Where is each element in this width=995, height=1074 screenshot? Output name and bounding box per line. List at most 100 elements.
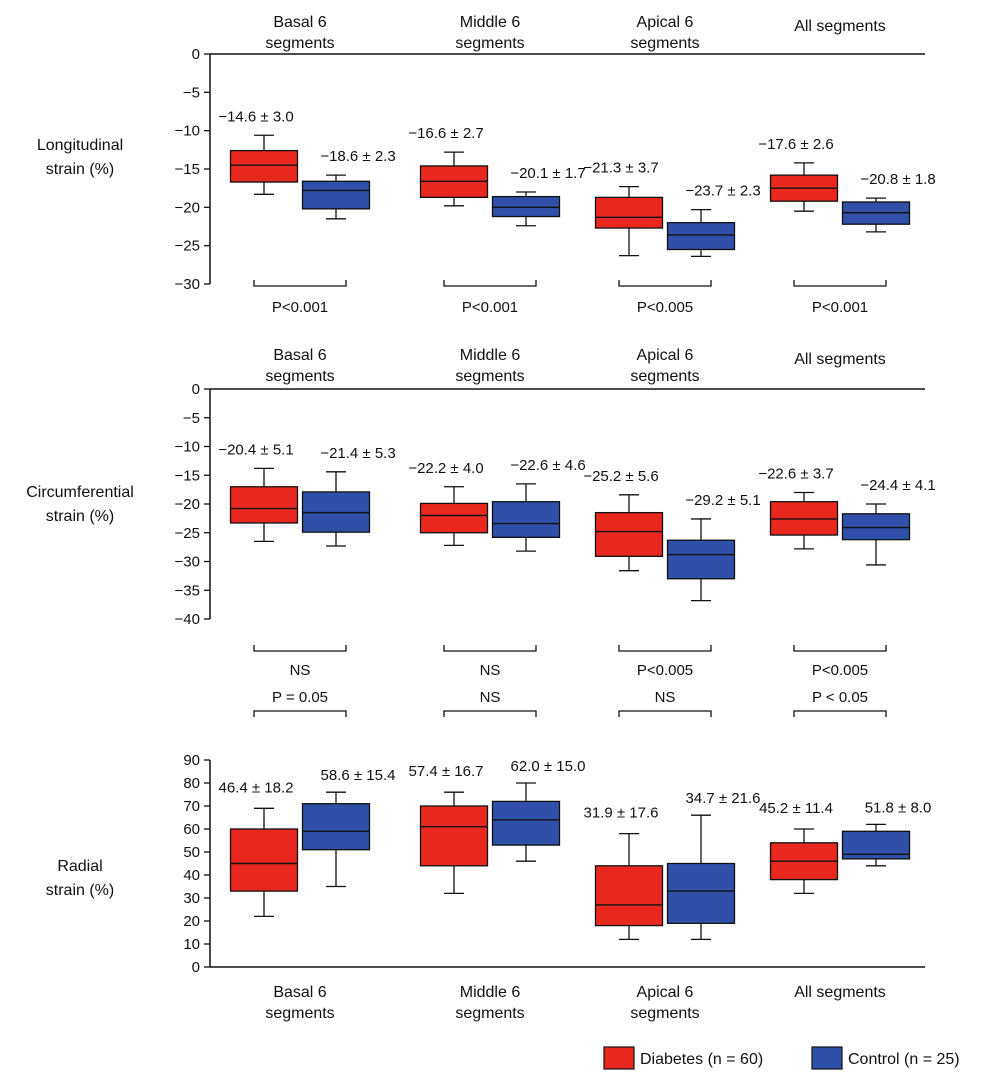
category-label: All segments [794, 18, 886, 35]
box-iqr [841, 513, 911, 541]
mean-sd-label: −20.1 ± 1.7 [510, 165, 585, 182]
mean-sd-label: −22.6 ± 3.7 [758, 466, 833, 483]
y-tick-label: −30 [175, 276, 200, 293]
control-box: −21.4 ± 5.3 [301, 445, 396, 547]
p-value-label: P<0.005 [637, 662, 693, 679]
p-value-bracket [443, 710, 537, 717]
category-label: segments [630, 368, 699, 385]
box-iqr [229, 149, 299, 183]
panel-3: 90 80 70 60 50 40 30 20 10 0 Radial strain (%) Basal… [46, 689, 932, 1022]
p-value-label: NS [480, 662, 501, 679]
control-box: −18.6 ± 2.3 [301, 148, 396, 220]
p-value-group: P<0.005 [618, 645, 712, 679]
diabetes-box: 45.2 ± 11.4 [759, 800, 839, 895]
mean-sd-label: 34.7 ± 21.6 [686, 790, 761, 807]
category-label: segments [455, 35, 524, 52]
p-value-group: P<0.005 [793, 645, 887, 679]
diabetes-box: −16.6 ± 2.7 [408, 125, 489, 207]
y-tick-label: −15 [175, 161, 200, 178]
y-tick-label: −5 [183, 84, 200, 101]
p-value-group: P<0.005 [618, 280, 712, 316]
control-box: −29.2 ± 5.1 [666, 492, 761, 602]
y-tick-label: 90 [183, 752, 200, 769]
mean-sd-label: −18.6 ± 2.3 [320, 148, 395, 165]
mean-sd-label: −17.6 ± 2.6 [758, 136, 833, 153]
p-value-label: P<0.001 [272, 299, 328, 316]
legend-label: Control (n = 25) [848, 1051, 960, 1068]
box-iqr [419, 805, 489, 867]
box-iqr [594, 865, 664, 927]
category-label: Apical 6 [637, 347, 694, 364]
mean-sd-label: −22.2 ± 4.0 [408, 460, 483, 477]
p-value-bracket [253, 710, 347, 717]
p-value-label: P<0.001 [812, 299, 868, 316]
box-iqr [491, 195, 561, 218]
category-label: segments [455, 368, 524, 385]
p-value-group: P = 0.05 [253, 689, 347, 717]
category-label: Basal 6 [273, 984, 326, 1001]
legend-swatch [603, 1046, 635, 1070]
p-value-group: P < 0.05 [793, 689, 887, 717]
y-tick-label: 0 [192, 46, 200, 63]
box-iqr [229, 486, 299, 524]
box-iqr [666, 222, 736, 251]
mean-sd-label: −23.7 ± 2.3 [685, 183, 760, 200]
diabetes-box: −22.2 ± 4.0 [408, 460, 489, 547]
category-label: segments [265, 1005, 334, 1022]
mean-sd-label: −20.4 ± 5.1 [218, 441, 293, 458]
y-tick-label: 0 [192, 959, 200, 976]
mean-sd-label: −20.8 ± 1.8 [860, 171, 935, 188]
y-tick-label: −5 [183, 410, 200, 427]
p-value-label: NS [655, 689, 676, 706]
mean-sd-label: −25.2 ± 5.6 [583, 468, 658, 485]
control-box: 34.7 ± 21.6 [666, 790, 761, 941]
category-label: Basal 6 [273, 14, 326, 31]
control-box: −24.4 ± 4.1 [841, 477, 936, 566]
control-box: −20.1 ± 1.7 [491, 165, 586, 227]
y-tick-label: 70 [183, 798, 200, 815]
panel-2: 0 −5 −10 −15 −20 −25 −30 −35 −40 Circumferential s… [26, 347, 935, 679]
y-tick-label: 60 [183, 821, 200, 838]
y-tick-label: 10 [183, 936, 200, 953]
mean-sd-label: −24.4 ± 4.1 [860, 477, 935, 494]
diabetes-box: 57.4 ± 16.7 [409, 763, 489, 895]
y-tick-label: −20 [175, 496, 200, 513]
legend-label: Diabetes (n = 60) [640, 1051, 763, 1068]
y-tick-label: 20 [183, 913, 200, 930]
category-label: All segments [794, 351, 886, 368]
mean-sd-label: 46.4 ± 18.2 [219, 779, 294, 796]
mean-sd-label: 31.9 ± 17.6 [584, 805, 659, 822]
category-label: segments [630, 35, 699, 52]
p-value-label: NS [290, 662, 311, 679]
p-value-bracket [618, 710, 712, 717]
box-iqr [594, 511, 664, 557]
mean-sd-label: 58.6 ± 15.4 [321, 767, 396, 784]
diabetes-box: −21.3 ± 3.7 [583, 160, 664, 257]
y-tick-label: −25 [175, 238, 200, 255]
y-tick-label: −35 [175, 582, 200, 599]
diabetes-box: −20.4 ± 5.1 [218, 441, 299, 543]
p-value-label: P<0.005 [637, 299, 693, 316]
box-iqr [229, 828, 299, 892]
category-label: Middle 6 [460, 14, 521, 31]
category-label: segments [455, 1005, 524, 1022]
mean-sd-label: 45.2 ± 11.4 [759, 800, 833, 817]
mean-sd-label: 51.8 ± 8.0 [865, 799, 932, 816]
category-label: Apical 6 [637, 14, 694, 31]
p-value-group: NS [443, 645, 537, 679]
p-value-label: NS [480, 689, 501, 706]
control-box: −22.6 ± 4.6 [491, 457, 586, 552]
p-value-group: P<0.001 [443, 280, 537, 316]
y-tick-label: −25 [175, 525, 200, 542]
control-box: 62.0 ± 15.0 [491, 758, 586, 862]
control-box: 51.8 ± 8.0 [841, 799, 932, 867]
p-value-label: P<0.005 [812, 662, 868, 679]
y-tick-label: 0 [192, 381, 200, 398]
category-label: Middle 6 [460, 347, 521, 364]
mean-sd-label: 62.0 ± 15.0 [511, 758, 586, 775]
diabetes-box: −22.6 ± 3.7 [758, 466, 839, 550]
y-axis-label: strain (%) [46, 161, 114, 178]
y-axis-label: strain (%) [46, 882, 114, 899]
category-label: segments [630, 1005, 699, 1022]
